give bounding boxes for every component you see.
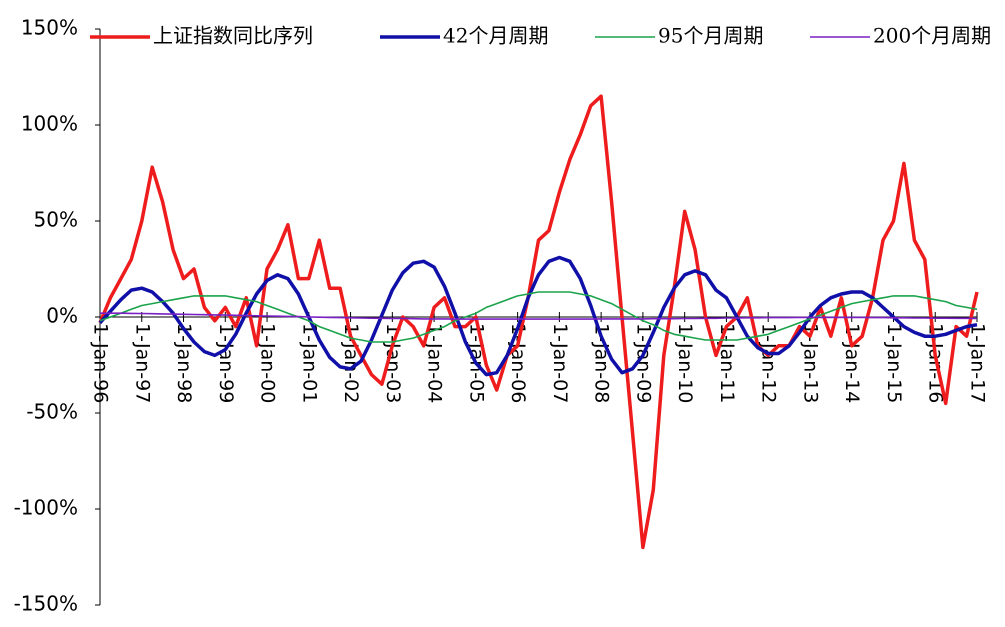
x-tick-label: 1-Jan-06 [507,323,529,403]
x-tick-label: 1-Jan-15 [883,323,905,403]
x-tick-label: 1-Jan-01 [298,323,320,403]
y-tick-label: 150% [21,16,78,40]
x-tick-label: 1-Jan-10 [674,323,696,403]
x-tick-label: 1-Jan-97 [131,323,153,403]
x-tick-label: 1-Jan-08 [591,323,613,403]
x-tick-label: 1-Jan-98 [173,323,195,403]
legend-label: 上证指数同比序列 [153,24,313,48]
series-line [98,255,978,377]
x-tick-label: 1-Jan-14 [841,323,863,403]
y-tick-label: -50% [26,400,78,424]
x-tick-label: 1-Jan-11 [716,323,738,403]
y-tick-label: 0% [46,304,78,328]
y-tick-label: 100% [21,112,78,136]
series-line [98,94,979,550]
x-tick-label: 1-Jan-03 [382,323,404,403]
legend-label: 95个月周期 [658,24,763,48]
x-tick-label: 1-Jan-00 [257,323,279,403]
y-tick-label: -100% [14,496,78,520]
x-tick-label: 1-Jan-96 [90,323,112,403]
y-tick-label: -150% [14,592,78,616]
x-tick-label: 1-Jan-12 [758,323,780,403]
series-line [99,291,978,343]
x-tick-label: 1-Jan-13 [799,323,821,403]
x-tick-label: 1-Jan-02 [340,323,362,403]
legend-label: 200个月周期 [873,24,991,48]
legend-label: 42个月周期 [443,24,548,48]
y-tick-label: 50% [34,208,78,232]
series-line [100,312,978,320]
x-tick-label: 1-Jan-17 [967,323,989,403]
x-tick-label: 1-Jan-04 [424,323,446,403]
x-tick-label: 1-Jan-07 [549,323,571,403]
